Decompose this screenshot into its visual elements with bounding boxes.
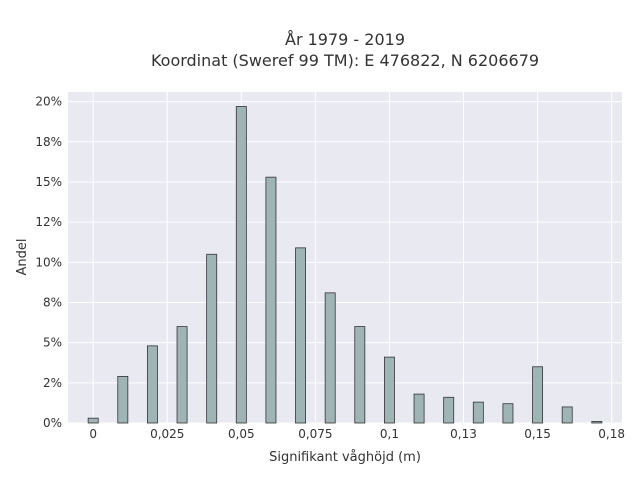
- bar-13: [472, 401, 484, 424]
- y-tick-label: 12%: [35, 215, 62, 229]
- y-tick-label: 0%: [43, 416, 62, 430]
- y-tick-label: 18%: [35, 135, 62, 149]
- bar-10: [384, 356, 395, 424]
- bar-3: [176, 326, 188, 424]
- bars: [87, 106, 603, 424]
- bar-2: [146, 345, 158, 424]
- x-tick-label: 0,15: [524, 427, 551, 441]
- y-tick-label: 5%: [43, 336, 62, 350]
- chart-subtitle: Koordinat (Sweref 99 TM): E 476822, N 62…: [151, 51, 539, 70]
- bar-8: [324, 292, 336, 424]
- bar-11: [413, 393, 425, 424]
- bar-0: [87, 417, 99, 424]
- x-tick-labels: 0 0,025 0,05 0,075 0,1 0,13 0,15 0,18: [89, 427, 625, 441]
- x-tick-label: 0,05: [228, 427, 255, 441]
- bar-12: [443, 396, 455, 424]
- y-tick-label: 20%: [35, 95, 62, 109]
- bar-7: [295, 247, 306, 424]
- y-tick-label: 10%: [35, 255, 62, 269]
- y-tick-label: 2%: [43, 376, 62, 390]
- bar-4: [206, 253, 218, 424]
- plot-area: [68, 92, 622, 423]
- bar-17: [591, 420, 603, 424]
- bar-5: [235, 106, 247, 424]
- y-tick-label: 8%: [43, 295, 62, 309]
- x-tick-label: 0,025: [150, 427, 184, 441]
- bar-6: [265, 176, 277, 424]
- x-tick-label: 0,075: [298, 427, 332, 441]
- bar-1: [117, 376, 129, 424]
- x-tick-label: 0,1: [380, 427, 399, 441]
- bar-14: [502, 403, 514, 424]
- x-tick-label: 0,18: [598, 427, 625, 441]
- y-axis-title: Andel: [15, 239, 30, 276]
- x-tick-label: 0,13: [450, 427, 477, 441]
- bar-16: [561, 406, 573, 424]
- bar-15: [532, 366, 544, 424]
- x-axis-title: Signifikant våghöjd (m): [269, 450, 421, 465]
- chart-title: År 1979 - 2019: [285, 30, 405, 49]
- bar-9: [354, 326, 366, 424]
- x-tick-label: 0: [89, 427, 97, 441]
- y-tick-label: 15%: [35, 175, 62, 189]
- y-tick-labels: 0% 2% 5% 8% 10% 12% 15% 18% 20%: [35, 95, 62, 430]
